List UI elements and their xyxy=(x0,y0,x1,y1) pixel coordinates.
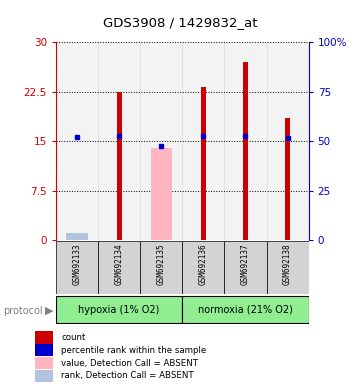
Bar xyxy=(140,42,182,240)
Text: rank, Detection Call = ABSENT: rank, Detection Call = ABSENT xyxy=(61,371,194,381)
Bar xyxy=(98,241,140,294)
Text: GSM692137: GSM692137 xyxy=(241,243,250,285)
Text: ▶: ▶ xyxy=(44,306,53,316)
Bar xyxy=(140,241,182,294)
Bar xyxy=(66,233,87,240)
Bar xyxy=(243,62,248,240)
Bar xyxy=(225,42,266,240)
Bar xyxy=(35,357,53,369)
Text: protocol: protocol xyxy=(4,306,43,316)
Bar xyxy=(35,370,53,382)
Bar xyxy=(182,296,309,323)
Text: count: count xyxy=(61,333,86,342)
Text: value, Detection Call = ABSENT: value, Detection Call = ABSENT xyxy=(61,359,199,367)
Bar xyxy=(56,296,182,323)
Bar xyxy=(182,241,225,294)
Bar xyxy=(201,87,206,240)
Bar xyxy=(56,42,98,240)
Bar xyxy=(225,241,266,294)
Text: normoxia (21% O2): normoxia (21% O2) xyxy=(198,305,293,314)
Text: GSM692136: GSM692136 xyxy=(199,243,208,285)
Bar xyxy=(266,241,309,294)
Bar xyxy=(35,344,53,356)
Text: GSM692138: GSM692138 xyxy=(283,243,292,285)
Bar xyxy=(266,42,309,240)
Bar xyxy=(98,42,140,240)
Bar xyxy=(285,118,290,240)
Text: hypoxia (1% O2): hypoxia (1% O2) xyxy=(78,305,160,314)
Text: GSM692135: GSM692135 xyxy=(157,243,166,285)
Text: GDS3908 / 1429832_at: GDS3908 / 1429832_at xyxy=(103,16,258,29)
Text: percentile rank within the sample: percentile rank within the sample xyxy=(61,346,206,355)
Bar xyxy=(35,331,53,344)
Bar xyxy=(56,241,98,294)
Text: GSM692134: GSM692134 xyxy=(115,243,123,285)
Bar xyxy=(151,148,172,240)
Bar xyxy=(117,92,122,240)
Bar xyxy=(182,42,225,240)
Text: GSM692133: GSM692133 xyxy=(73,243,82,285)
